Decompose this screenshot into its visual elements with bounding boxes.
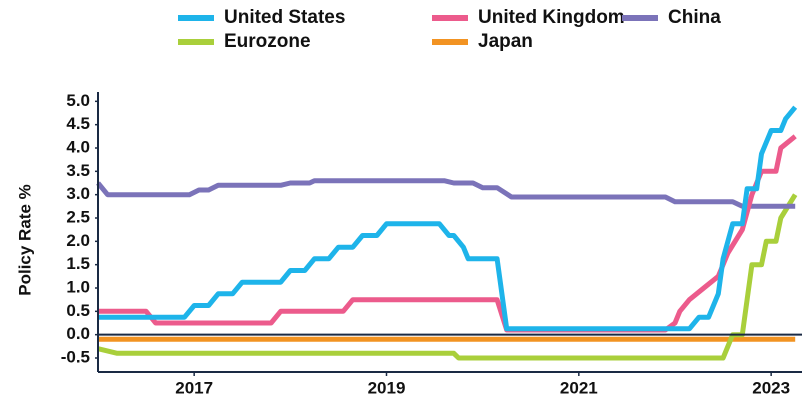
legend-label: Eurozone bbox=[224, 31, 311, 52]
series-line bbox=[97, 193, 798, 361]
series-line bbox=[96, 178, 796, 209]
y-tick-label: 1.5 bbox=[66, 254, 90, 273]
y-tick-label: 0.5 bbox=[66, 301, 90, 320]
y-tick-label: -0.5 bbox=[61, 347, 90, 366]
x-tick-label: 2019 bbox=[368, 378, 406, 397]
x-tick-label: 2021 bbox=[560, 378, 598, 397]
y-tick-label: 2.0 bbox=[66, 231, 90, 250]
legend-label: United States bbox=[224, 7, 345, 28]
y-tick-label: 4.5 bbox=[66, 114, 90, 133]
x-tick-label: 2023 bbox=[752, 378, 790, 397]
y-axis-title: Policy Rate % bbox=[15, 184, 34, 296]
y-tick-label: 2.5 bbox=[66, 207, 90, 226]
legend-label: United Kingdom bbox=[478, 7, 625, 28]
y-tick-label: 0.0 bbox=[66, 324, 90, 343]
legend-label: Japan bbox=[478, 31, 533, 52]
series-line bbox=[98, 105, 798, 332]
x-tick-label: 2017 bbox=[175, 378, 213, 397]
y-tick-label: 3.5 bbox=[66, 161, 90, 180]
legend-label: China bbox=[668, 7, 721, 28]
y-tick-label: 1.0 bbox=[66, 277, 90, 296]
y-tick-label: 3.0 bbox=[66, 184, 90, 203]
y-tick-label: 5.0 bbox=[66, 91, 90, 110]
y-tick-label: 4.0 bbox=[66, 137, 90, 156]
